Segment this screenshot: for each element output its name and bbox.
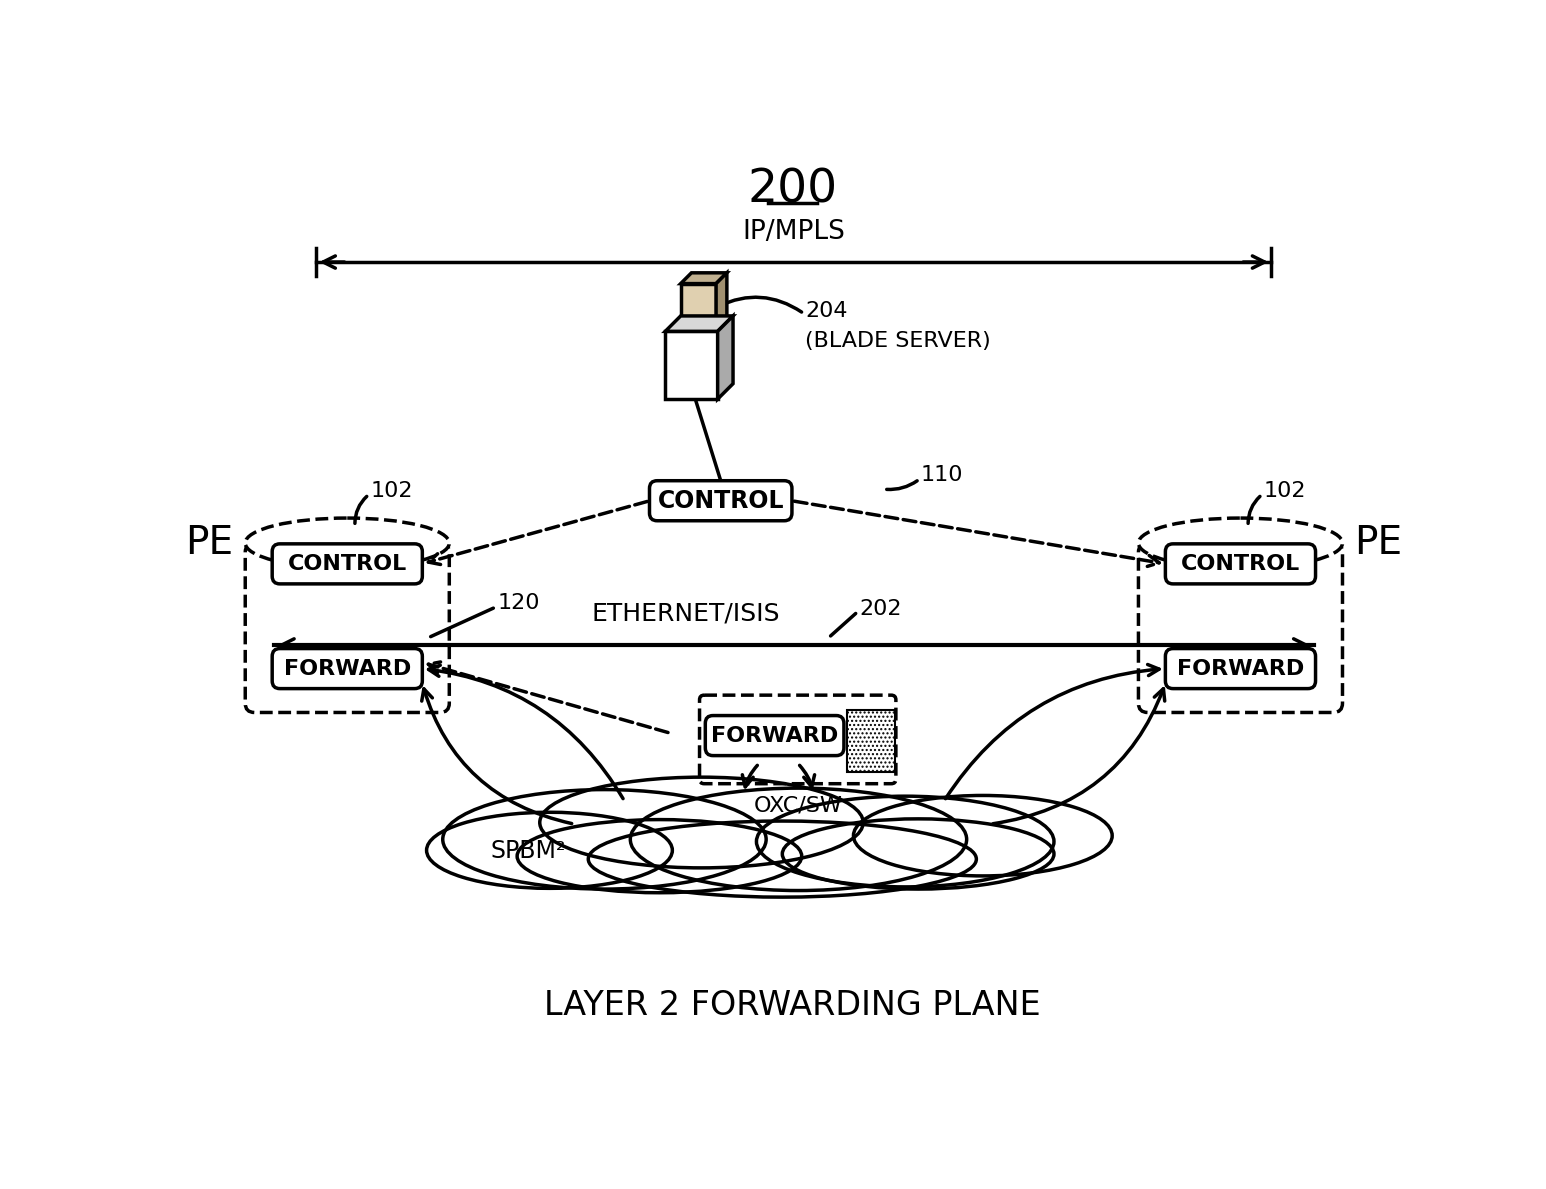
- FancyBboxPatch shape: [649, 480, 792, 521]
- FancyBboxPatch shape: [272, 543, 422, 584]
- Polygon shape: [680, 272, 727, 284]
- Polygon shape: [716, 272, 727, 332]
- Text: 204: 204: [805, 301, 847, 321]
- Ellipse shape: [756, 797, 1054, 887]
- Text: FORWARD: FORWARD: [283, 659, 411, 679]
- Ellipse shape: [540, 778, 863, 868]
- Text: CONTROL: CONTROL: [657, 489, 784, 512]
- FancyBboxPatch shape: [272, 648, 422, 688]
- Text: 202: 202: [860, 598, 901, 618]
- Polygon shape: [665, 332, 717, 400]
- Ellipse shape: [442, 789, 767, 889]
- Polygon shape: [665, 316, 733, 332]
- Polygon shape: [717, 316, 733, 400]
- Ellipse shape: [853, 795, 1112, 876]
- Text: 200: 200: [747, 168, 838, 213]
- Ellipse shape: [427, 812, 673, 888]
- Polygon shape: [680, 284, 716, 332]
- Text: 102: 102: [1263, 480, 1306, 501]
- Text: PE: PE: [1354, 524, 1402, 562]
- Ellipse shape: [782, 819, 1054, 889]
- Text: OXC/SW: OXC/SW: [753, 795, 843, 816]
- Ellipse shape: [516, 819, 802, 893]
- Text: CONTROL: CONTROL: [1181, 554, 1300, 574]
- Text: (BLADE SERVER): (BLADE SERVER): [805, 332, 991, 351]
- FancyBboxPatch shape: [1166, 648, 1316, 688]
- FancyBboxPatch shape: [705, 716, 844, 755]
- Text: ETHERNET/ISIS: ETHERNET/ISIS: [592, 602, 781, 625]
- Ellipse shape: [631, 788, 966, 891]
- Text: 120: 120: [498, 593, 540, 614]
- Text: LAYER 2 FORWARDING PLANE: LAYER 2 FORWARDING PLANE: [544, 988, 1040, 1021]
- Text: CONTROL: CONTROL: [288, 554, 407, 574]
- Ellipse shape: [246, 518, 450, 568]
- Text: PE: PE: [186, 524, 233, 562]
- Ellipse shape: [442, 759, 1122, 912]
- FancyBboxPatch shape: [1166, 543, 1316, 584]
- Text: 102: 102: [371, 480, 413, 501]
- Ellipse shape: [589, 822, 977, 898]
- Text: SPBM²: SPBM²: [490, 839, 566, 863]
- Text: FORWARD: FORWARD: [711, 725, 838, 746]
- Ellipse shape: [1138, 518, 1342, 568]
- Text: IP/MPLS: IP/MPLS: [742, 219, 846, 245]
- Text: 110: 110: [921, 465, 963, 485]
- Text: FORWARD: FORWARD: [1177, 659, 1305, 679]
- Bar: [847, 710, 895, 772]
